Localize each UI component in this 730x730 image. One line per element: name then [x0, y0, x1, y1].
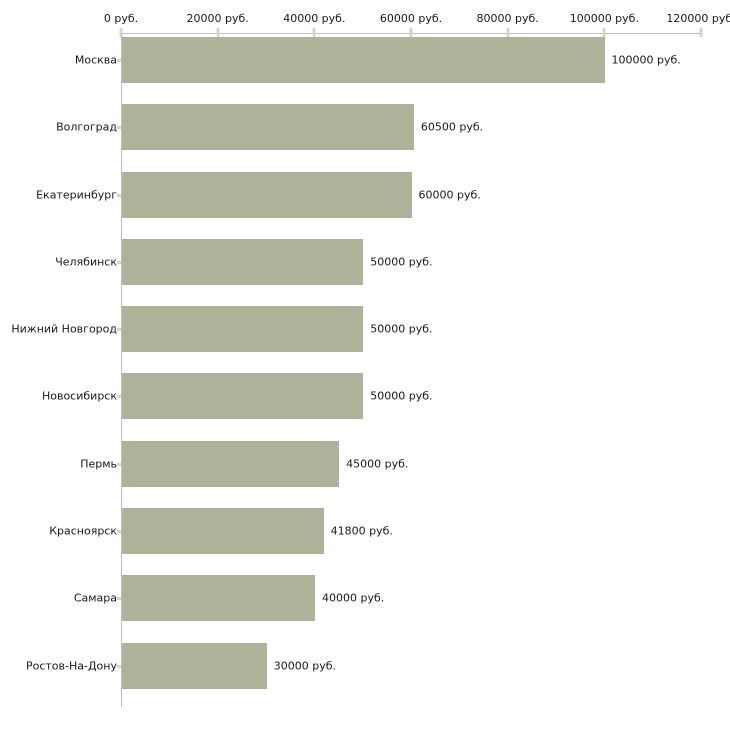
bar-row: Екатеринбург 60000 руб.: [36, 168, 701, 235]
value-label: 50000 руб.: [370, 255, 433, 269]
bar: [122, 104, 414, 151]
value-label: 30000 руб.: [273, 659, 337, 673]
category-label: Нижний Новгород: [11, 322, 117, 336]
value-label: 60500 руб.: [420, 120, 484, 134]
x-axis-tick-mark: [506, 28, 510, 37]
x-axis-tick-mark: [409, 28, 413, 37]
x-axis-tick-label: 40000 руб.: [283, 12, 346, 25]
x-axis-tick-label: 120000 руб.: [666, 12, 730, 25]
bar: [122, 440, 340, 487]
value-label: 100000 руб.: [611, 53, 681, 67]
bar-row: Челябинск 50000 руб.: [55, 235, 701, 302]
y-axis-tick-mark: [117, 260, 121, 264]
x-axis-tick-label: 20000 руб.: [186, 12, 249, 25]
x-axis-tick-label: 80000 руб.: [476, 12, 539, 25]
bar-row: Пермь 45000 руб.: [80, 437, 701, 504]
y-axis-tick-mark: [117, 462, 121, 466]
y-axis-tick-mark: [117, 530, 121, 534]
bar-row: Волгоград 60500 руб.: [56, 100, 701, 167]
value-label: 40000 руб.: [321, 591, 385, 605]
bar-row: Самара 40000 руб.: [74, 571, 701, 638]
y-axis-tick-mark: [117, 126, 121, 130]
category-label: Ростов-На-Дону: [25, 659, 117, 673]
value-label: 50000 руб.: [370, 389, 433, 403]
x-axis-tick-mark: [216, 28, 220, 37]
x-axis-tick-mark: [699, 28, 703, 37]
category-label: Пермь: [80, 457, 117, 471]
category-label: Волгоград: [56, 120, 117, 134]
plot-area: Москва 100000 руб. Волгоград 60500 руб. …: [11, 33, 701, 707]
bar-row: Нижний Новгород 50000 руб.: [11, 302, 701, 369]
bar: [122, 373, 364, 420]
value-label: 50000 руб.: [370, 322, 433, 336]
x-axis-tick-label: 100000 руб.: [569, 12, 639, 25]
x-axis-tick-mark: [602, 28, 606, 37]
bar: [122, 508, 324, 555]
value-label: 41800 руб.: [330, 524, 393, 538]
x-axis: 0 руб. 20000 руб. 40000 руб. 60000 руб. …: [104, 0, 730, 37]
value-label: 45000 руб.: [346, 457, 409, 471]
y-axis-tick-mark: [117, 597, 121, 601]
y-axis-tick-mark: [117, 193, 121, 197]
bar: [122, 37, 605, 83]
y-axis-tick-mark: [117, 395, 121, 399]
category-label: Красноярск: [49, 524, 117, 538]
category-label: Челябинск: [55, 255, 117, 269]
bar-row: Москва 100000 руб.: [75, 33, 701, 100]
x-axis-tick-label: 0 руб.: [103, 12, 139, 25]
bar: [122, 642, 267, 689]
y-axis-tick-mark: [117, 328, 121, 332]
bar-row: Ростов-На-Дону 30000 руб.: [26, 639, 701, 706]
y-axis-tick-mark: [117, 59, 121, 62]
bar: [122, 238, 364, 285]
category-label: Екатеринбург: [36, 188, 117, 202]
x-axis-tick-mark: [119, 28, 123, 37]
y-axis-tick-mark: [117, 664, 121, 668]
value-label: 60000 руб.: [418, 188, 481, 202]
bar-row: Красноярск 41800 руб.: [49, 504, 701, 571]
x-axis-tick-label: 60000 руб.: [379, 12, 443, 25]
category-label: Москва: [74, 53, 117, 67]
category-label: Новосибирск: [41, 389, 117, 403]
bar: [122, 306, 364, 353]
bar: [122, 171, 412, 218]
category-label: Самара: [73, 591, 117, 605]
bar-row: Новосибирск 50000 руб.: [42, 369, 701, 436]
x-axis-tick-mark: [312, 28, 316, 37]
bar: [122, 575, 315, 622]
